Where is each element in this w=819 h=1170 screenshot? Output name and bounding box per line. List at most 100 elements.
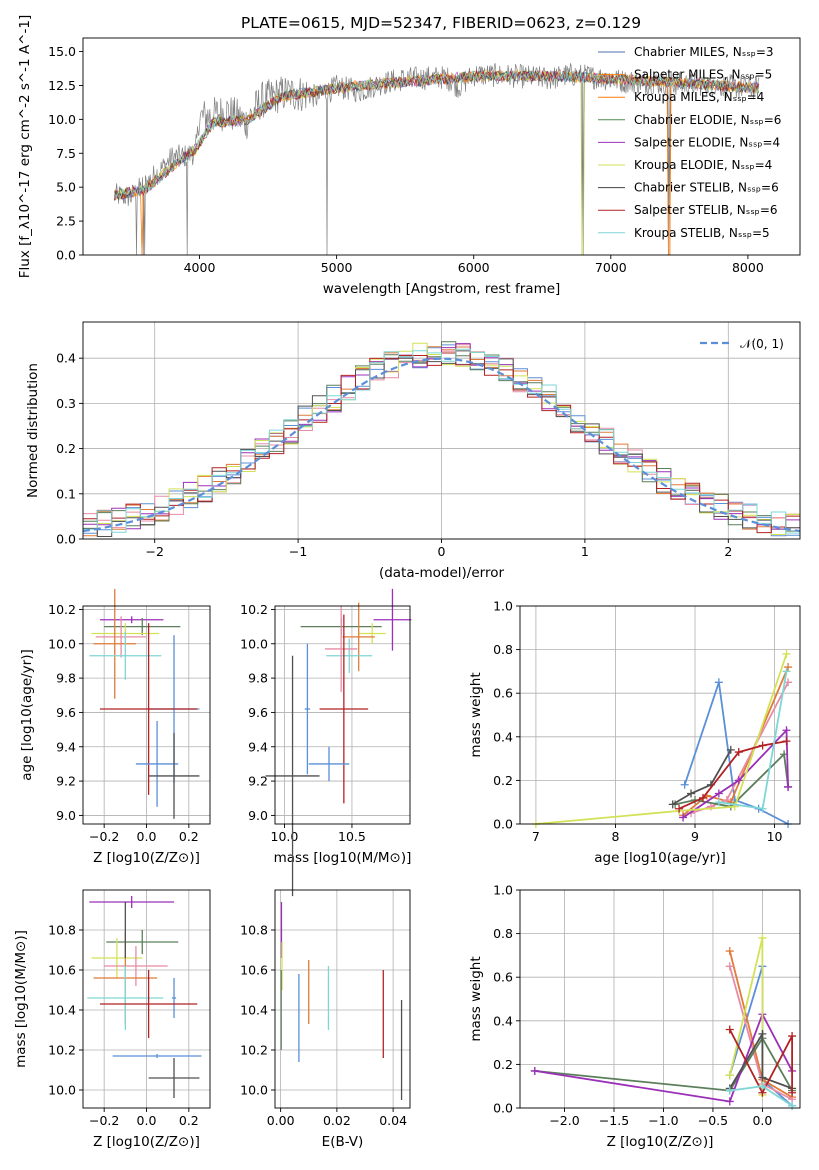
y-tick-label: 2.5: [56, 214, 76, 229]
x-tick-label: 0.02: [323, 1113, 351, 1128]
weight-marker: [714, 789, 723, 798]
weight-marker: [788, 1101, 797, 1110]
y-tick-label: 0.4: [56, 351, 76, 366]
weight-marker: [530, 1066, 539, 1075]
legend-entry: Kroupa MILES, Nₛₛₚ=4: [634, 90, 764, 104]
y-tick-label: 9.2: [56, 774, 76, 789]
y-axis-label: mass weight: [468, 956, 484, 1041]
x-tick-label: 8000: [732, 260, 764, 275]
x-axis-label: Z [log10(Z/Z⊙)]: [93, 1134, 200, 1150]
weight-line: [729, 1029, 793, 1095]
y-tick-label: 9.6: [56, 705, 76, 720]
x-axis-label: age [log10(age/yr)]: [594, 850, 726, 866]
legend-entry: Salpeter STELIB, Nₛₛₚ=6: [634, 203, 778, 217]
residuals-legend: 𝒩(0, 1): [700, 337, 784, 351]
y-tick-label: 10.2: [240, 1043, 268, 1058]
y-tick-label: 10.6: [48, 963, 76, 978]
x-tick-label: 7000: [595, 260, 627, 275]
weight-vs-Z-frame: [519, 889, 801, 1109]
weight-marker: [734, 776, 743, 785]
weight-vs-age-frame: [519, 605, 801, 825]
x-axis-label: Z [log10(Z/Z⊙)]: [607, 1134, 714, 1150]
y-tick-label: 10.4: [48, 1003, 76, 1018]
figure-title: PLATE=0615, MJD=52347, FIBERID=0623, z=0…: [241, 14, 641, 32]
spectrum-model-line: [114, 69, 760, 200]
y-tick-label: 9.0: [56, 808, 76, 823]
weight-line: [672, 749, 732, 806]
y-tick-label: 0.4: [493, 1013, 513, 1028]
x-tick-label: 9: [691, 829, 699, 844]
y-tick-label: 0.1: [56, 486, 76, 501]
y-tick-label: 0.0: [493, 817, 513, 832]
y-axis-label: mass [log10(M/M⊙)]: [13, 930, 29, 1068]
x-tick-label: 0.2: [179, 829, 199, 844]
y-tick-label: 10.2: [48, 602, 76, 617]
legend-entry: Salpeter ELODIE, Nₛₛₚ=4: [634, 135, 780, 149]
y-tick-label: 10.0: [240, 636, 268, 651]
x-tick-label: −1: [289, 544, 307, 559]
y-axis-label: Flux [f_λ10^-17 erg cm^-2 s^-1 A^-1]: [17, 15, 33, 278]
x-tick-label: 2: [724, 544, 732, 559]
x-tick-label: 8: [611, 829, 619, 844]
age-vs-Z-frame: [82, 605, 211, 825]
spectrum-legend: Chabrier MILES, Nₛₛₚ=3 Salpeter MILES, Nₛ…: [598, 45, 781, 240]
x-tick-label: 0.0: [137, 829, 157, 844]
x-tick-label: 0.04: [379, 1113, 407, 1128]
spectrum-model-line: [114, 69, 760, 200]
age-vs-Z-points: [89, 588, 200, 819]
weight-marker: [734, 748, 743, 757]
y-tick-label: 10.2: [48, 1043, 76, 1058]
weight-vs-Z-axes: −2.0 −1.5 −1.0 −0.5 0.0 0.0 0.2 0.4 0.6 0.8 1.0 Z […: [468, 883, 800, 1150]
weight-marker: [725, 1025, 734, 1034]
y-tick-label: 0.0: [493, 1101, 513, 1116]
x-tick-label: 10.5: [338, 829, 366, 844]
y-tick-label: 9.8: [248, 671, 268, 686]
x-axis-label: (data-model)/error: [379, 565, 505, 581]
y-tick-label: 0.0: [56, 248, 76, 263]
gaussian-curve: [82, 357, 801, 533]
y-tick-label: 9.8: [56, 671, 76, 686]
y-tick-label: 10.2: [240, 602, 268, 617]
legend-entry: Chabrier MILES, Nₛₛₚ=3: [634, 45, 774, 59]
x-tick-label: 0.00: [267, 1113, 295, 1128]
legend-entry: Salpeter MILES, Nₛₛₚ=5: [634, 68, 772, 82]
x-tick-label: −1.0: [648, 1113, 678, 1128]
residual-histogram: [83, 348, 800, 534]
weight-marker: [782, 737, 791, 746]
y-tick-label: 1.0: [493, 599, 513, 614]
weight-marker: [679, 813, 688, 822]
y-tick-label: 0.6: [493, 686, 513, 701]
y-tick-label: 0.3: [56, 396, 76, 411]
weight-marker: [680, 780, 689, 789]
mass-vs-Z-frame: [82, 889, 211, 1109]
residual-histograms: [82, 341, 801, 537]
y-tick-label: 10.0: [240, 1083, 268, 1098]
mass-vs-Z-points: [87, 896, 202, 1098]
x-tick-label: 6000: [458, 260, 490, 275]
x-tick-label: −1.5: [599, 1113, 629, 1128]
weight-marker: [788, 1032, 797, 1041]
weight-marker: [784, 663, 793, 672]
x-tick-label: 10: [767, 829, 783, 844]
y-axis-label: mass weight: [468, 672, 484, 757]
y-tick-label: 0.2: [493, 1057, 513, 1072]
weight-line: [535, 653, 788, 825]
y-tick-label: 9.6: [248, 705, 268, 720]
y-tick-label: 15.0: [48, 44, 76, 59]
weight-marker: [675, 804, 684, 813]
legend-entry: Chabrier STELIB, Nₛₛₚ=6: [634, 181, 779, 195]
mass-vs-ebv-frame: [274, 889, 411, 1109]
legend-entry: Chabrier ELODIE, Nₛₛₚ=6: [634, 113, 781, 127]
y-tick-label: 10.0: [48, 1083, 76, 1098]
y-tick-label: 10.0: [48, 112, 76, 127]
x-tick-label: 1: [581, 544, 589, 559]
y-axis-label: age [log10(age/yr)]: [19, 649, 35, 781]
spectrum-data-line: [114, 63, 760, 256]
weight-line: [534, 1012, 793, 1103]
weight-marker: [758, 741, 767, 750]
y-tick-label: 9.2: [248, 774, 268, 789]
x-tick-label: 0: [438, 544, 446, 559]
y-tick-label: 9.4: [56, 739, 76, 754]
weight-marker: [725, 1097, 734, 1106]
y-tick-label: 0.2: [493, 773, 513, 788]
